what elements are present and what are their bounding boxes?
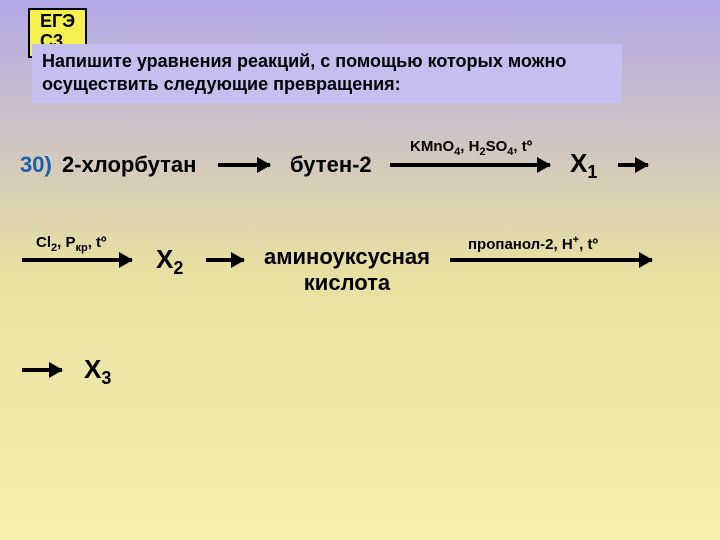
problem-number: 30) bbox=[20, 152, 52, 178]
task-line1: Напишите уравнения реакций, с помощью ко… bbox=[42, 51, 566, 71]
arrow-icon bbox=[218, 163, 270, 167]
arrow-icon bbox=[618, 163, 648, 167]
unknown-x1: X1 bbox=[570, 148, 597, 183]
arrow-icon bbox=[22, 368, 62, 372]
compound-2-chlorobutane: 2-хлорбутан bbox=[62, 152, 196, 178]
arrow-icon bbox=[450, 258, 652, 262]
compound-aminoacetic-acid: аминоуксуснаякислота bbox=[264, 244, 430, 296]
condition-cl2: Cl2, Pкр, tº bbox=[36, 234, 107, 254]
unknown-x3: X3 bbox=[84, 354, 111, 389]
badge-line1: ЕГЭ bbox=[40, 11, 75, 31]
condition-kmno4: KMnO4, H2SO4, tº bbox=[410, 138, 532, 158]
arrow-icon bbox=[206, 258, 244, 262]
arrow-icon bbox=[390, 163, 550, 167]
task-line2: осуществить следующие превращения: bbox=[42, 74, 401, 94]
condition-propanol: пропанол-2, H+, tº bbox=[468, 234, 598, 253]
task-description: Напишите уравнения реакций, с помощью ко… bbox=[32, 44, 622, 103]
unknown-x2: X2 bbox=[156, 244, 183, 279]
arrow-icon bbox=[22, 258, 132, 262]
compound-butene-2: бутен-2 bbox=[290, 152, 372, 178]
